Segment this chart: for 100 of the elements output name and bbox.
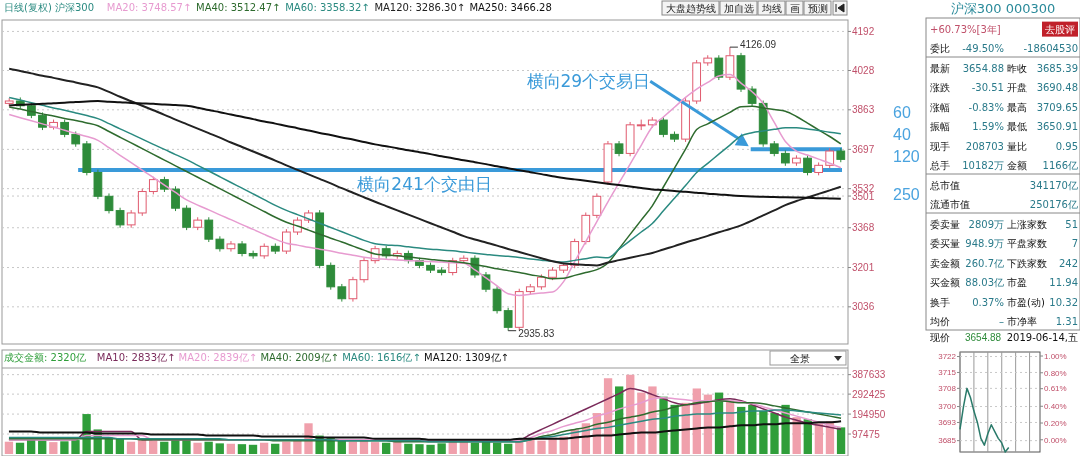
ref-line-label: 横向241个交由日 bbox=[357, 174, 492, 195]
text: MA40: 2009亿↑ bbox=[260, 352, 339, 363]
text: 88.03亿 bbox=[965, 277, 1004, 289]
text: 总市值 bbox=[929, 179, 960, 191]
text: 1.31 bbox=[1055, 316, 1078, 328]
text: MA20: 3748.57↑ bbox=[106, 2, 192, 13]
text: 250 bbox=[893, 186, 920, 203]
text: 120 bbox=[893, 148, 920, 165]
text: 250176亿 bbox=[1029, 199, 1078, 211]
text: MA40: 3512.47↑ bbox=[196, 2, 281, 13]
y-tick-label: 3708 bbox=[938, 384, 957, 394]
text: 流通市值 bbox=[930, 199, 970, 211]
text: MA120: 1309亿↑ bbox=[424, 352, 509, 363]
text: 3654.88 bbox=[965, 332, 1002, 343]
y-tick-label: 3715 bbox=[938, 368, 957, 378]
text: 市盈 bbox=[1007, 277, 1027, 289]
text: +60.73%[3年] bbox=[930, 23, 1001, 35]
text: MA120: 3286.30↑ bbox=[374, 2, 466, 13]
text: 大盘趋势线 bbox=[666, 3, 716, 14]
text: 全景 bbox=[790, 353, 810, 364]
text: -0.83% bbox=[968, 101, 1004, 113]
chart-title: 现价 bbox=[930, 332, 950, 343]
text: 买金额 bbox=[930, 277, 960, 289]
y-tick-label: 3685 bbox=[938, 436, 957, 446]
text: 画 bbox=[790, 3, 800, 14]
text: 总手 bbox=[929, 160, 950, 172]
y2-tick-label: 0.00% bbox=[1044, 435, 1067, 445]
text: 上涨家数 bbox=[1007, 218, 1047, 230]
text: 40 bbox=[893, 126, 911, 143]
text: 最新 bbox=[930, 62, 950, 74]
text: 委卖量 bbox=[930, 218, 960, 230]
text: 开盘 bbox=[1007, 82, 1027, 94]
text: 涨跌 bbox=[930, 82, 950, 94]
text: MA60: 3358.32↑ bbox=[285, 2, 370, 13]
text: 换手 bbox=[930, 296, 950, 308]
text: 3685.39 bbox=[1036, 62, 1078, 74]
text: 3654.88 bbox=[962, 62, 1004, 74]
text: 成交金额: 2320亿 bbox=[4, 352, 86, 363]
text: 0.37% bbox=[972, 296, 1004, 308]
text: 3650.91 bbox=[1036, 121, 1078, 133]
text: MA250: 3466.28 bbox=[469, 2, 552, 13]
y2-tick-label: 0.40% bbox=[1044, 402, 1067, 412]
y2-tick-label: 1.00% bbox=[1044, 351, 1067, 361]
text: 最高 bbox=[1007, 101, 1027, 113]
y2-tick-label: 0.80% bbox=[1044, 368, 1067, 378]
text: 1.59% bbox=[972, 121, 1004, 133]
text: 涨幅 bbox=[930, 101, 950, 113]
text: 最低 bbox=[1007, 121, 1027, 133]
text: 3690.48 bbox=[1036, 82, 1078, 94]
y-tick-label: 3700 bbox=[938, 402, 957, 412]
ref-line-label: 横向29个交易日 bbox=[526, 71, 651, 92]
text: 预测 bbox=[808, 3, 828, 14]
text: 现手 bbox=[930, 140, 950, 152]
text: 平盘家数 bbox=[1007, 238, 1047, 250]
text: 10182万 bbox=[962, 160, 1004, 172]
y-tick-label: 3693 bbox=[938, 418, 957, 428]
text: -30.51 bbox=[971, 82, 1004, 94]
y-tick-label: 97475 bbox=[852, 428, 881, 440]
text: 260.7亿 bbox=[965, 257, 1004, 269]
chart-title: 日线(复权) 沪深300 bbox=[4, 2, 95, 13]
y-tick-label: 194950 bbox=[852, 408, 886, 420]
text: 208703 bbox=[965, 140, 1004, 152]
y-tick-label: 3368 bbox=[852, 222, 875, 234]
text: MA60: 1616亿↑ bbox=[342, 352, 421, 363]
text: 沪深300 000300 bbox=[950, 1, 1056, 16]
y-tick-label: 3036 bbox=[852, 301, 875, 313]
text: 242 bbox=[1058, 257, 1078, 269]
text: 市盈(动) bbox=[1007, 296, 1045, 308]
text: 昨收 bbox=[1007, 62, 1027, 74]
text: 0.95 bbox=[1055, 140, 1078, 152]
annotation: 2935.83 bbox=[518, 327, 555, 339]
text: 市净率 bbox=[1007, 316, 1037, 328]
text: -18604530 bbox=[1023, 43, 1078, 55]
y-tick-label: 387633 bbox=[852, 369, 886, 381]
text: 下跌家数 bbox=[1007, 257, 1047, 269]
text: 均线 bbox=[761, 3, 782, 14]
text: 60 bbox=[893, 104, 911, 121]
text: 948.9万 bbox=[965, 238, 1004, 250]
y-tick-label: 4192 bbox=[852, 25, 875, 37]
text: 量比 bbox=[1007, 140, 1027, 152]
y-tick-label: 3201 bbox=[852, 262, 875, 274]
text: 均价 bbox=[929, 316, 950, 328]
text: 去股评 bbox=[1045, 23, 1075, 35]
text: MA10: 2833亿↑ bbox=[96, 352, 176, 363]
text: 51 bbox=[1065, 218, 1078, 230]
y-tick-label: 3722 bbox=[938, 352, 957, 362]
y-tick-label: 292425 bbox=[852, 388, 886, 400]
text: -49.50% bbox=[962, 43, 1004, 55]
text: 3709.65 bbox=[1036, 101, 1078, 113]
y2-tick-label: 0.61% bbox=[1044, 384, 1067, 394]
text: 2019-06-14,五 bbox=[1006, 332, 1078, 343]
text: 加自选 bbox=[724, 3, 754, 14]
y-tick-label: 3697 bbox=[852, 143, 875, 155]
text: 11.94 bbox=[1049, 277, 1078, 289]
text: 振幅 bbox=[930, 121, 950, 133]
text: 7 bbox=[1071, 238, 1078, 250]
y2-tick-label: 0.20% bbox=[1044, 418, 1067, 428]
text: – bbox=[999, 316, 1004, 328]
y-tick-label: 3863 bbox=[852, 104, 875, 116]
text: MA20: 2839亿↑ bbox=[178, 352, 258, 363]
